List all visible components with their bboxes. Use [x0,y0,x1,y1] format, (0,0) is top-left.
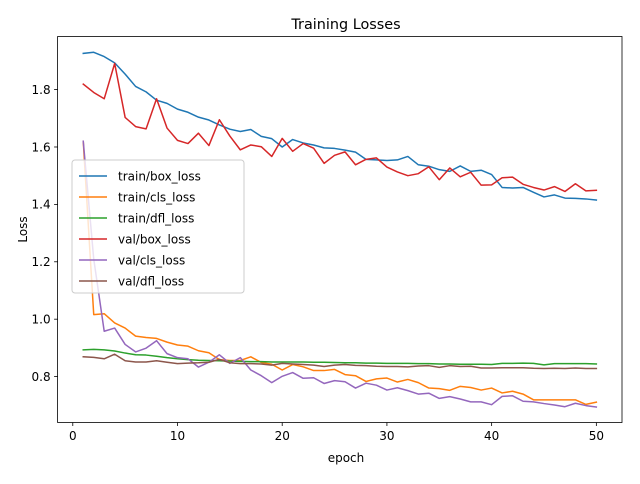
legend: train/box_loss train/cls_loss train/dfl_lo… [71,159,245,294]
legend-box [71,159,245,294]
legend-label: val/dfl_loss [118,274,184,288]
y-axis-ticks: 0.8 1.0 1.2 1.4 1.6 1.8 [32,83,58,384]
plot-frame [57,36,623,423]
x-axis-ticks: 0 10 20 30 40 50 [69,422,604,443]
legend-label: train/cls_loss [118,190,195,204]
series-line-val-dfl-loss [82,353,598,370]
x-tick-label: 30 [379,429,394,443]
legend-label: train/dfl_loss [118,211,194,225]
y-axis-label: Loss [16,216,30,242]
x-tick-label: 10 [170,429,185,443]
legend-label: val/box_loss [118,232,191,246]
y-tick-label: 1.0 [32,312,51,326]
x-tick-label: 40 [484,429,499,443]
series-line-train-cls-loss [82,140,598,406]
x-axis-label: epoch [328,451,365,465]
series-line-val-box-loss [82,62,598,193]
chart-title: Training Losses [290,17,400,33]
x-tick-label: 0 [69,429,77,443]
series-line-val-cls-loss [82,140,598,408]
series-layer [82,51,598,408]
x-tick-label: 20 [275,429,290,443]
y-tick-label: 1.2 [32,255,51,269]
series-line-train-box-loss [82,51,598,201]
x-tick-label: 50 [589,429,604,443]
y-tick-label: 0.8 [32,370,51,384]
series-line-train-dfl-loss [82,348,598,366]
legend-label: train/box_loss [118,169,201,183]
y-tick-label: 1.4 [32,198,51,212]
y-tick-label: 1.6 [32,140,51,154]
y-tick-label: 1.8 [32,83,51,97]
legend-label: val/cls_loss [118,253,185,267]
